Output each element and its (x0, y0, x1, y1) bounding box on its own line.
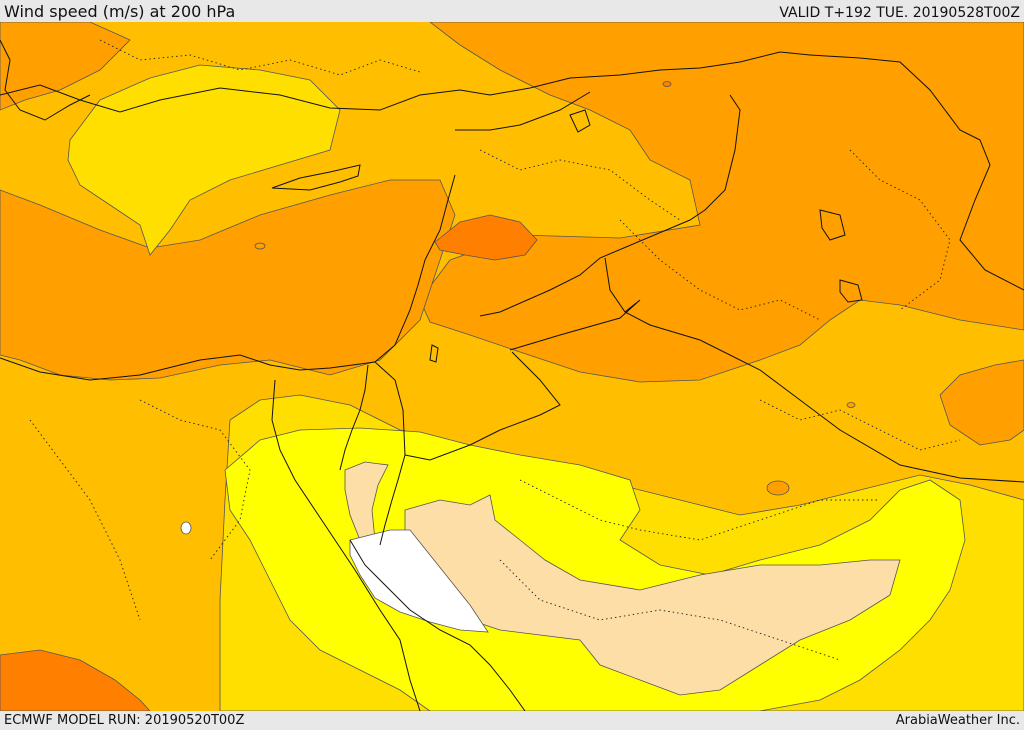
header-bar: Wind speed (m/s) at 200 hPa VALID T+192 … (0, 0, 1024, 22)
model-run: ECMWF MODEL RUN: 20190520T00Z (4, 713, 245, 728)
wind-spot-orange-small (254, 242, 266, 250)
wind-spot-orange-iran (846, 402, 856, 408)
coast-sinai-east (374, 361, 406, 456)
wind-zone-peach-sinai (344, 461, 389, 541)
footer-bar: ECMWF MODEL RUN: 20190520T00Z ArabiaWeat… (0, 711, 1024, 729)
wind-speed-map (0, 22, 1024, 711)
wind-zone-orange-northwest (0, 22, 131, 111)
coastlines-and-borders (0, 39, 1024, 711)
admin-boundary-saudi-central (499, 559, 841, 661)
border-jordan (509, 299, 641, 351)
coast-gulf-suez (339, 364, 369, 471)
wind-zone-gold-turkey (67, 64, 341, 256)
admin-boundary-egypt (139, 399, 251, 561)
credit: ArabiaWeather Inc. (895, 713, 1020, 728)
border-syria-iraq (479, 94, 741, 317)
coast-levant (374, 174, 456, 363)
wind-spot-deep-orange-north (662, 81, 672, 87)
wind-zone-deep-orange-syria (434, 214, 538, 261)
coast-aegean (0, 39, 91, 121)
valid-time: VALID T+192 TUE. 20190528T00Z (779, 5, 1020, 21)
dotted-admin-boundaries (29, 39, 961, 661)
border-iraq-saudi (604, 257, 1024, 483)
wind-spot-orange-east (766, 480, 790, 496)
coast-egypt-north (0, 354, 376, 381)
admin-boundary-saudi-north (519, 479, 880, 541)
border-turkey-south (0, 51, 781, 113)
coast-redsea-east (349, 539, 526, 711)
border-jordan-saudi (404, 351, 561, 461)
wind-zone-orange-east (939, 359, 1024, 446)
wind-zone-white-core (349, 529, 489, 633)
wind-zone-orange-north (419, 22, 1024, 383)
admin-boundary-gulf (759, 399, 961, 451)
wind-zone-orange-west (0, 179, 456, 381)
coast-redsea-west (271, 379, 421, 711)
lake-tuz (569, 109, 591, 133)
coast-gulf-aqaba (379, 454, 406, 546)
border-turkey-syria (455, 91, 591, 131)
coast-cyprus (271, 164, 361, 191)
border-iran (779, 51, 1024, 291)
wind-zone-deep-orange-southwest (0, 649, 151, 711)
lake-tiberias (429, 344, 439, 363)
lake-van (819, 209, 846, 241)
wind-zone-peach-arabia (404, 494, 901, 696)
lake-urmia (839, 279, 863, 303)
map-title: Wind speed (m/s) at 200 hPa (4, 2, 236, 21)
admin-boundary-syria (479, 149, 681, 221)
admin-boundary-lower-egypt (29, 419, 141, 621)
wind-spot-white-islet (180, 521, 192, 535)
